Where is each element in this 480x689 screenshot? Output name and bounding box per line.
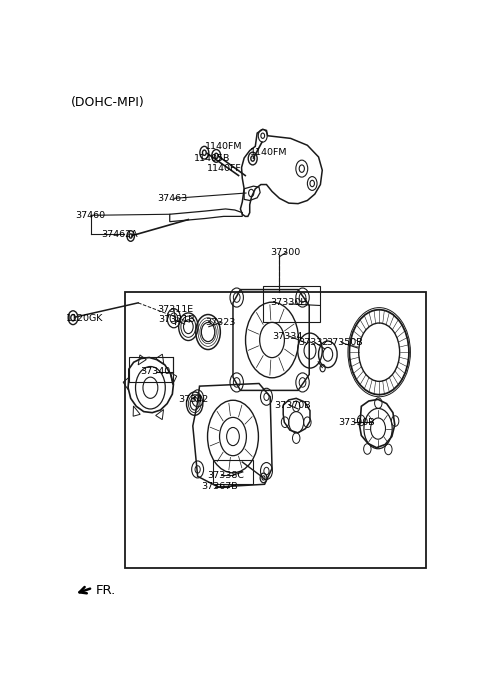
Text: 37370B: 37370B xyxy=(274,401,311,410)
Text: (DOHC-MPI): (DOHC-MPI) xyxy=(71,96,145,109)
Text: 37367B: 37367B xyxy=(202,482,238,491)
Text: 37463: 37463 xyxy=(156,194,187,203)
Bar xyxy=(129,357,173,382)
Text: 1140FM: 1140FM xyxy=(205,142,242,151)
Text: 37460: 37460 xyxy=(75,211,105,220)
Text: 37338C: 37338C xyxy=(207,471,244,480)
Text: 37342: 37342 xyxy=(178,395,208,404)
Text: 37334: 37334 xyxy=(272,332,302,341)
Text: 37323: 37323 xyxy=(205,318,236,327)
Text: 37311E: 37311E xyxy=(156,305,193,314)
Bar xyxy=(125,292,426,568)
Text: 37462A: 37462A xyxy=(101,230,138,239)
Bar xyxy=(213,460,253,484)
Text: FR.: FR. xyxy=(96,584,116,597)
Bar xyxy=(263,287,321,322)
Text: 37340: 37340 xyxy=(140,367,170,376)
Text: 37330H: 37330H xyxy=(270,298,308,307)
Text: 37350B: 37350B xyxy=(326,338,362,347)
Text: 37390B: 37390B xyxy=(338,418,375,426)
Text: 1140FM: 1140FM xyxy=(250,148,287,157)
Text: 11405B: 11405B xyxy=(194,154,230,163)
Text: 1140FF: 1140FF xyxy=(207,164,242,173)
Text: 37321B: 37321B xyxy=(158,316,195,325)
Text: 37332: 37332 xyxy=(298,338,328,347)
Text: 1120GK: 1120GK xyxy=(66,314,103,323)
Text: 37300: 37300 xyxy=(270,248,300,257)
